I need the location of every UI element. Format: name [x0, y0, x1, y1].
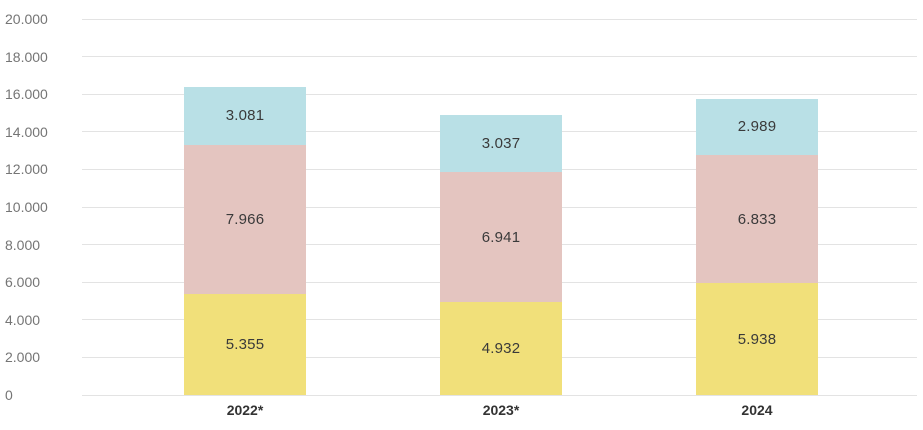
bar-segment-top-blue: 3.081	[184, 86, 306, 145]
gridline	[82, 93, 917, 95]
bar-segment-top-blue: 3.037	[440, 114, 562, 172]
bar-segment-middle-rose: 7.966	[184, 144, 306, 295]
bar-segment-middle-rose: 6.941	[440, 171, 562, 303]
y-axis-tick-label: 4.000	[5, 311, 41, 328]
y-axis-tick-label: 20.000	[5, 11, 48, 27]
bar-segment-top-blue: 2.989	[696, 98, 818, 155]
bar-value-label: 2.989	[737, 118, 777, 136]
bar-value-label: 3.081	[225, 107, 265, 125]
bar-segment-middle-rose: 6.833	[696, 154, 818, 284]
bar-segment-bottom-yellow: 5.938	[696, 283, 818, 395]
gridline	[82, 56, 917, 58]
y-axis-tick-label: 18.000	[5, 48, 48, 65]
bar-value-label: 7.966	[225, 210, 265, 228]
bar-segment-bottom-yellow: 5.355	[184, 294, 306, 395]
y-axis-tick-label: 0	[5, 387, 13, 403]
bar-value-label: 4.932	[481, 340, 521, 358]
x-axis-category-label: 2023*	[482, 402, 520, 418]
bar-value-label: 6.833	[737, 210, 777, 228]
x-axis-category-label: 2022*	[226, 402, 264, 418]
bar-value-label: 6.941	[481, 228, 521, 246]
gridline	[82, 394, 917, 396]
bar-value-label: 5.355	[225, 336, 265, 354]
y-axis-tick-label: 12.000	[5, 161, 48, 178]
gridline	[82, 18, 917, 20]
y-axis-tick-label: 2.000	[5, 349, 41, 366]
y-axis-tick-label: 6.000	[5, 274, 41, 291]
y-axis-tick-label: 10.000	[5, 199, 48, 215]
x-axis-category-label: 2024	[741, 402, 773, 418]
y-axis-tick-label: 16.000	[5, 86, 48, 103]
bar-value-label: 3.037	[481, 134, 521, 152]
bar-segment-bottom-yellow: 4.932	[440, 302, 562, 395]
bar-value-label: 5.938	[737, 330, 777, 348]
y-axis-tick-label: 14.000	[5, 123, 48, 140]
y-axis-tick-label: 8.000	[5, 236, 41, 253]
